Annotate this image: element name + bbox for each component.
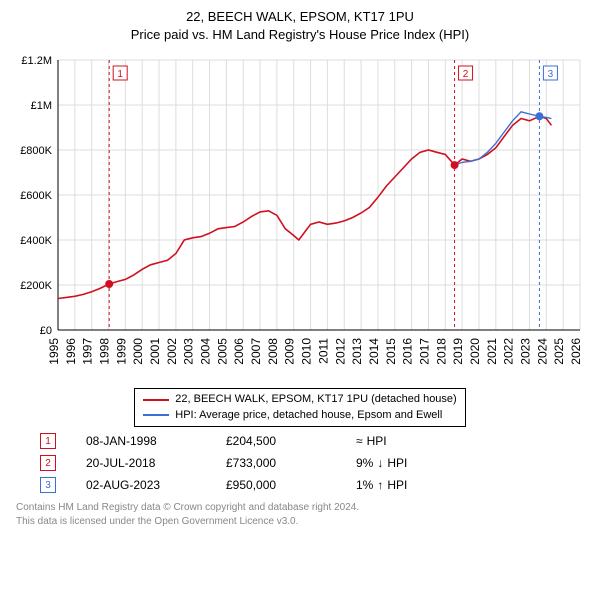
title-line-2: Price paid vs. HM Land Registry's House … [10, 26, 590, 44]
svg-text:2023: 2023 [518, 338, 532, 365]
svg-text:2016: 2016 [401, 338, 415, 365]
svg-text:£800K: £800K [20, 145, 52, 157]
sale-row-1: 1 08-JAN-1998 £204,500 ≈ HPI [10, 433, 590, 449]
svg-text:2022: 2022 [502, 338, 516, 365]
svg-text:2014: 2014 [367, 338, 381, 365]
svg-text:2018: 2018 [434, 338, 448, 365]
svg-text:2020: 2020 [468, 338, 482, 365]
sale-marker-num-3: 3 [548, 69, 554, 80]
legend-swatch [143, 399, 169, 401]
svg-text:2006: 2006 [232, 338, 246, 365]
svg-text:2010: 2010 [300, 338, 314, 365]
svg-text:2013: 2013 [350, 338, 364, 365]
sale-marker-num-1: 1 [117, 69, 123, 80]
sale-date: 02-AUG-2023 [86, 478, 196, 492]
svg-text:£1M: £1M [31, 100, 52, 112]
legend-label: 22, BEECH WALK, EPSOM, KT17 1PU (detache… [175, 392, 456, 407]
series-price_paid [58, 117, 551, 299]
svg-text:2007: 2007 [249, 338, 263, 365]
footer-line-1: Contains HM Land Registry data © Crown c… [16, 501, 590, 515]
sale-dot-2 [451, 161, 459, 169]
sale-hpi-label: HPI [367, 434, 387, 448]
svg-text:2004: 2004 [199, 338, 213, 365]
sale-price: £950,000 [226, 478, 326, 492]
sale-row-2: 2 20-JUL-2018 £733,000 9% ↓ HPI [10, 455, 590, 471]
sale-vs-hpi: ≈ HPI [356, 434, 387, 448]
svg-text:1998: 1998 [98, 338, 112, 365]
sale-row-3: 3 02-AUG-2023 £950,000 1% ↑ HPI [10, 477, 590, 493]
svg-text:1999: 1999 [114, 338, 128, 365]
svg-text:2015: 2015 [384, 338, 398, 365]
sale-num: 3 [40, 477, 56, 493]
svg-text:2008: 2008 [266, 338, 280, 365]
legend-swatch [143, 414, 169, 416]
svg-text:2026: 2026 [569, 338, 583, 365]
sale-price: £204,500 [226, 434, 326, 448]
sale-dot-3 [535, 113, 543, 121]
svg-text:2019: 2019 [451, 338, 465, 365]
sale-hpi-label: HPI [387, 478, 407, 492]
sale-arrow-icon: ↑ [377, 478, 383, 492]
sale-marker-num-2: 2 [463, 69, 469, 80]
svg-text:£200K: £200K [20, 280, 52, 292]
svg-text:2000: 2000 [131, 338, 145, 365]
sale-date: 08-JAN-1998 [86, 434, 196, 448]
sales-table: 1 08-JAN-1998 £204,500 ≈ HPI 2 20-JUL-2018 £733… [10, 433, 590, 493]
sale-vs-hpi: 1% ↑ HPI [356, 478, 407, 492]
price-chart: £0£200K£400K£600K£800K£1M£1.2M1995199619… [10, 52, 590, 382]
sale-pct: 9% [356, 456, 373, 470]
sale-arrow-icon: ↓ [377, 456, 383, 470]
svg-text:£0: £0 [40, 325, 52, 337]
legend: 22, BEECH WALK, EPSOM, KT17 1PU (detache… [134, 388, 465, 427]
legend-row-1: HPI: Average price, detached house, Epso… [143, 408, 456, 423]
svg-text:2021: 2021 [485, 338, 499, 365]
chart-area: £0£200K£400K£600K£800K£1M£1.2M1995199619… [10, 52, 590, 382]
svg-text:2011: 2011 [316, 338, 330, 364]
sale-price: £733,000 [226, 456, 326, 470]
legend-row-0: 22, BEECH WALK, EPSOM, KT17 1PU (detache… [143, 392, 456, 407]
sale-pct: 1% [356, 478, 373, 492]
sale-num: 2 [40, 455, 56, 471]
sale-vs-hpi: 9% ↓ HPI [356, 456, 407, 470]
svg-text:2003: 2003 [182, 338, 196, 365]
svg-text:2025: 2025 [552, 338, 566, 365]
sale-hpi-label: HPI [387, 456, 407, 470]
svg-text:1996: 1996 [64, 338, 78, 365]
svg-text:2009: 2009 [283, 338, 297, 365]
sale-dot-1 [105, 280, 113, 288]
sale-date: 20-JUL-2018 [86, 456, 196, 470]
svg-text:2012: 2012 [333, 338, 347, 365]
svg-text:2005: 2005 [215, 338, 229, 365]
svg-text:2002: 2002 [165, 338, 179, 365]
legend-label: HPI: Average price, detached house, Epso… [175, 408, 442, 423]
svg-text:2024: 2024 [535, 338, 549, 365]
svg-text:2017: 2017 [417, 338, 431, 365]
title-line-1: 22, BEECH WALK, EPSOM, KT17 1PU [10, 8, 590, 26]
svg-text:1995: 1995 [47, 338, 61, 365]
svg-text:1997: 1997 [81, 338, 95, 365]
footer-line-2: This data is licensed under the Open Gov… [16, 515, 590, 529]
svg-text:£600K: £600K [20, 190, 52, 202]
sale-num: 1 [40, 433, 56, 449]
footer: Contains HM Land Registry data © Crown c… [10, 501, 590, 528]
svg-text:£1.2M: £1.2M [21, 55, 52, 67]
svg-text:2001: 2001 [148, 338, 162, 365]
chart-title: 22, BEECH WALK, EPSOM, KT17 1PU Price pa… [10, 8, 590, 44]
sale-arrow-icon: ≈ [356, 434, 363, 448]
svg-text:£400K: £400K [20, 235, 52, 247]
